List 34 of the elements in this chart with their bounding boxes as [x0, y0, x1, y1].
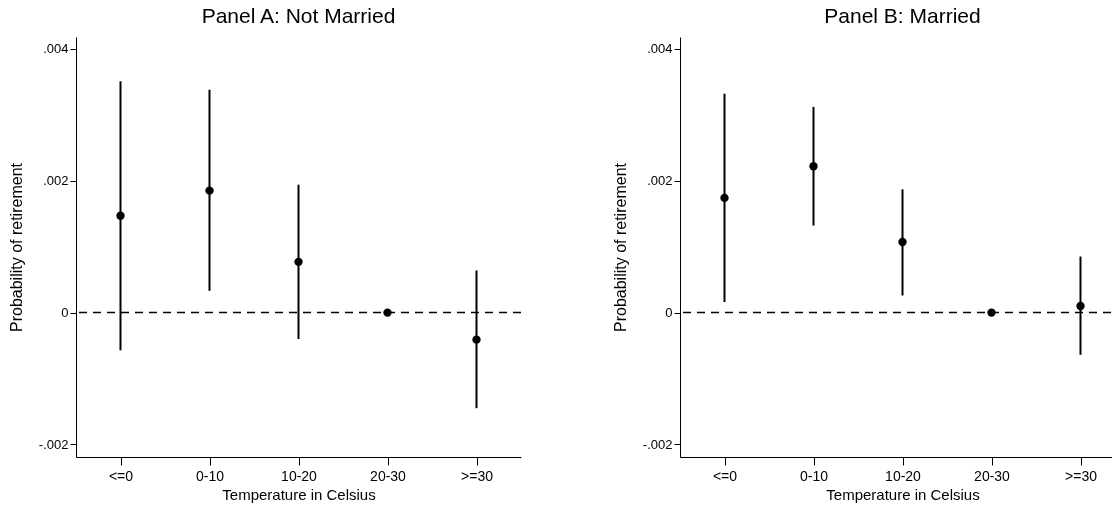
x-axis-title: Temperature in Celsius — [826, 485, 980, 503]
point — [116, 211, 125, 220]
chart-title: Panel A: Not Married — [201, 4, 396, 27]
y-tick-label: .002 — [43, 173, 69, 189]
y-tick-label: -.002 — [38, 436, 69, 452]
x-tick-label: 10-20 — [885, 467, 922, 484]
y-tick-label: .002 — [647, 173, 673, 189]
y-tick-label: .004 — [43, 41, 69, 57]
x-tick-label: <=0 — [108, 467, 134, 484]
x-axis-title: Temperature in Celsius — [222, 485, 376, 503]
x-tick-label: 10-20 — [281, 467, 318, 484]
x-tick-label: 20-30 — [370, 467, 407, 484]
x-tick-label: 20-30 — [974, 467, 1011, 484]
point — [294, 257, 303, 267]
x-tick-label: >=30 — [1065, 467, 1098, 484]
y-tick-label: .004 — [647, 41, 673, 57]
y-tick-label: 0 — [665, 305, 673, 321]
point — [205, 186, 214, 195]
chart-title: Panel B: Married — [824, 4, 981, 27]
y-tick-label: 0 — [61, 305, 69, 321]
point — [1076, 301, 1085, 311]
y-axis-title: Probability of retirement — [611, 162, 629, 332]
point — [898, 237, 907, 247]
point — [809, 162, 818, 171]
x-tick-label: 0-10 — [195, 467, 225, 484]
x-tick-label: 0-10 — [799, 467, 829, 484]
point — [383, 308, 392, 317]
point — [720, 193, 729, 203]
x-tick-label: <=0 — [712, 467, 738, 484]
point — [472, 335, 481, 344]
point — [987, 308, 996, 317]
y-axis-title: Probability of retirement — [7, 162, 25, 332]
x-tick-label: >=30 — [461, 467, 494, 484]
y-tick-label: -.002 — [642, 436, 673, 452]
